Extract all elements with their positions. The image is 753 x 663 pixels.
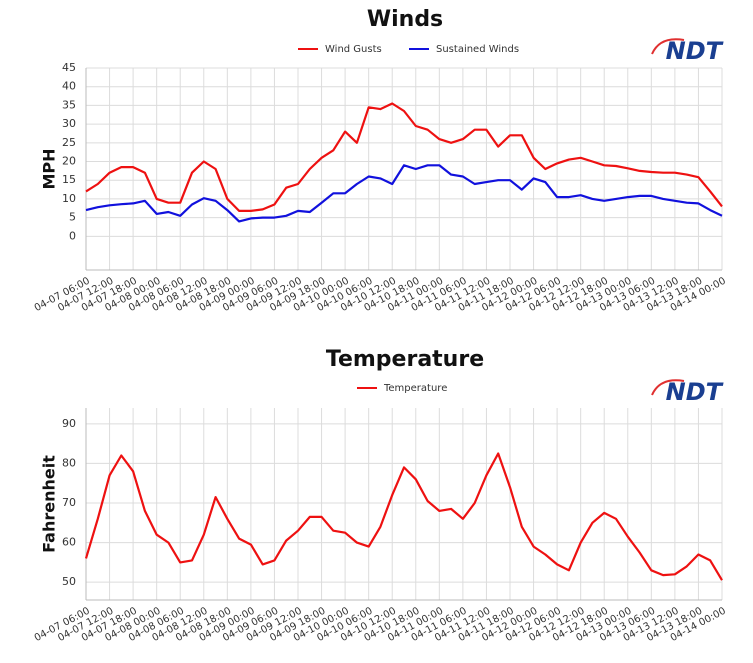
legend-label: Wind Gusts <box>325 44 382 55</box>
chart-title: Winds <box>367 7 443 32</box>
y-tick-label: 5 <box>69 211 76 224</box>
series-line <box>84 452 723 581</box>
legend-label: Sustained Winds <box>436 44 519 55</box>
chart-title: Temperature <box>326 347 484 372</box>
series-line <box>85 102 723 212</box>
y-tick-label: 90 <box>62 417 76 430</box>
y-tick-label: 0 <box>69 229 76 242</box>
y-tick-label: 50 <box>62 575 76 588</box>
logo-swirl <box>651 379 685 396</box>
y-tick-label: 15 <box>62 173 76 186</box>
y-tick-label: 60 <box>62 536 76 549</box>
y-tick-label: 45 <box>62 61 76 74</box>
logo: NDT <box>666 378 724 406</box>
series-line <box>85 164 723 223</box>
y-tick-label: 40 <box>62 80 76 93</box>
y-tick-label: 80 <box>62 456 76 469</box>
y-tick-label: 25 <box>62 136 76 149</box>
y-tick-label: 35 <box>62 98 76 111</box>
logo-swirl <box>651 38 685 55</box>
y-tick-label: 20 <box>62 155 76 168</box>
y-tick-label: 30 <box>62 117 76 130</box>
logo: NDT <box>666 37 724 65</box>
y-axis-label: Fahrenheit <box>40 455 59 553</box>
y-tick-label: 10 <box>62 192 76 205</box>
legend-label: Temperature <box>383 383 447 394</box>
y-tick-label: 70 <box>62 496 76 509</box>
y-axis-label: MPH <box>40 148 59 189</box>
